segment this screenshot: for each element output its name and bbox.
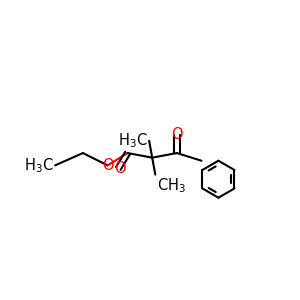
- Text: $\mathregular{CH_3}$: $\mathregular{CH_3}$: [157, 176, 186, 195]
- Text: O: O: [114, 161, 126, 176]
- Text: O: O: [171, 127, 183, 142]
- Text: O: O: [102, 158, 113, 173]
- Text: $\mathregular{H_3C}$: $\mathregular{H_3C}$: [24, 156, 54, 175]
- Text: $\mathregular{H_3C}$: $\mathregular{H_3C}$: [118, 131, 148, 150]
